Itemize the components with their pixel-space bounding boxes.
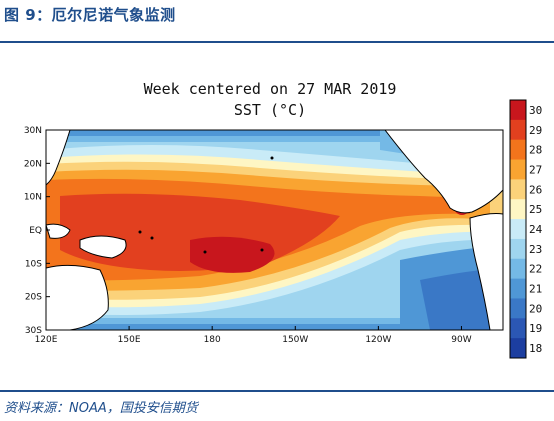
- colorbar-swatch: [510, 258, 526, 280]
- longitude-axis: 120E 150E 180 150W 120W 90W: [35, 326, 472, 345]
- source-rule: [0, 390, 554, 392]
- source-note: 资料来源：NOAA，国投安信期货: [4, 401, 198, 416]
- colorbar-swatch: [510, 199, 526, 220]
- colorbar-label: 27: [529, 163, 542, 176]
- colorbar-label: 20: [529, 302, 542, 315]
- colorbar-label: 25: [529, 203, 542, 216]
- colorbar-label: 18: [529, 342, 542, 355]
- title-rule: [0, 41, 554, 43]
- colorbar: 30 29 28 27 26 25 24 23 22 21 20 19 18: [509, 99, 543, 359]
- lon-label: 150E: [118, 335, 141, 345]
- lat-label: 30N: [24, 126, 42, 136]
- land-asia: [46, 130, 71, 186]
- colorbar-label: 21: [529, 283, 542, 296]
- lat-label: 30S: [25, 326, 42, 336]
- colorbar-swatch: [510, 298, 526, 319]
- lon-label: 180: [204, 335, 221, 345]
- colorbar-label: 24: [529, 223, 543, 236]
- map-subheading: SST (°C): [233, 101, 307, 119]
- island-dot: [150, 236, 154, 240]
- island-dot: [270, 156, 274, 160]
- colorbar-swatch: [510, 179, 526, 200]
- colorbar-frame: [509, 99, 527, 359]
- sst-field: [46, 130, 503, 330]
- lon-label: 150W: [282, 335, 308, 345]
- colorbar-label: 22: [529, 263, 542, 276]
- colorbar-label: 26: [529, 183, 542, 196]
- colorbar-label: 23: [529, 243, 542, 256]
- sst-warm-pool-core: [190, 236, 275, 273]
- lat-label: 20N: [24, 159, 42, 169]
- colorbar-swatch: [510, 139, 526, 161]
- land-australia: [46, 264, 109, 330]
- island-dot: [260, 248, 264, 252]
- island-dot: [138, 230, 142, 234]
- colorbar-swatch: [510, 119, 526, 141]
- colorbar-swatch: [510, 159, 526, 180]
- colorbar-swatch: [510, 238, 526, 260]
- colorbar-swatch: [510, 219, 526, 240]
- colorbar-label: 28: [529, 144, 542, 157]
- colorbar-swatch: [510, 100, 526, 121]
- colorbar-swatch: [510, 278, 526, 299]
- latitude-axis: 30N 20N 10N EQ 10S 20S 30S: [24, 126, 50, 336]
- colorbar-label: 19: [529, 322, 542, 335]
- lon-label: 120E: [35, 335, 58, 345]
- land-borneo: [46, 223, 71, 239]
- colorbar-swatch: [510, 338, 526, 359]
- lon-label: 120W: [365, 335, 391, 345]
- lat-label: 10S: [25, 259, 42, 269]
- map-heading: Week centered on 27 MAR 2019: [143, 80, 397, 98]
- colorbar-swatch: [510, 318, 526, 339]
- lon-label: 90W: [451, 335, 471, 345]
- island-dot: [203, 250, 207, 254]
- lat-label: EQ: [29, 226, 42, 236]
- land-north-central-america: [384, 130, 503, 214]
- lat-label: 10N: [24, 193, 42, 203]
- colorbar-label: 30: [529, 104, 542, 117]
- colorbar-label: 29: [529, 124, 542, 137]
- land-new-guinea: [79, 235, 127, 259]
- land-south-america: [469, 213, 503, 330]
- figure-title: 图 9：厄尔尼诺气象监测: [4, 6, 176, 24]
- lat-label: 20S: [25, 293, 42, 303]
